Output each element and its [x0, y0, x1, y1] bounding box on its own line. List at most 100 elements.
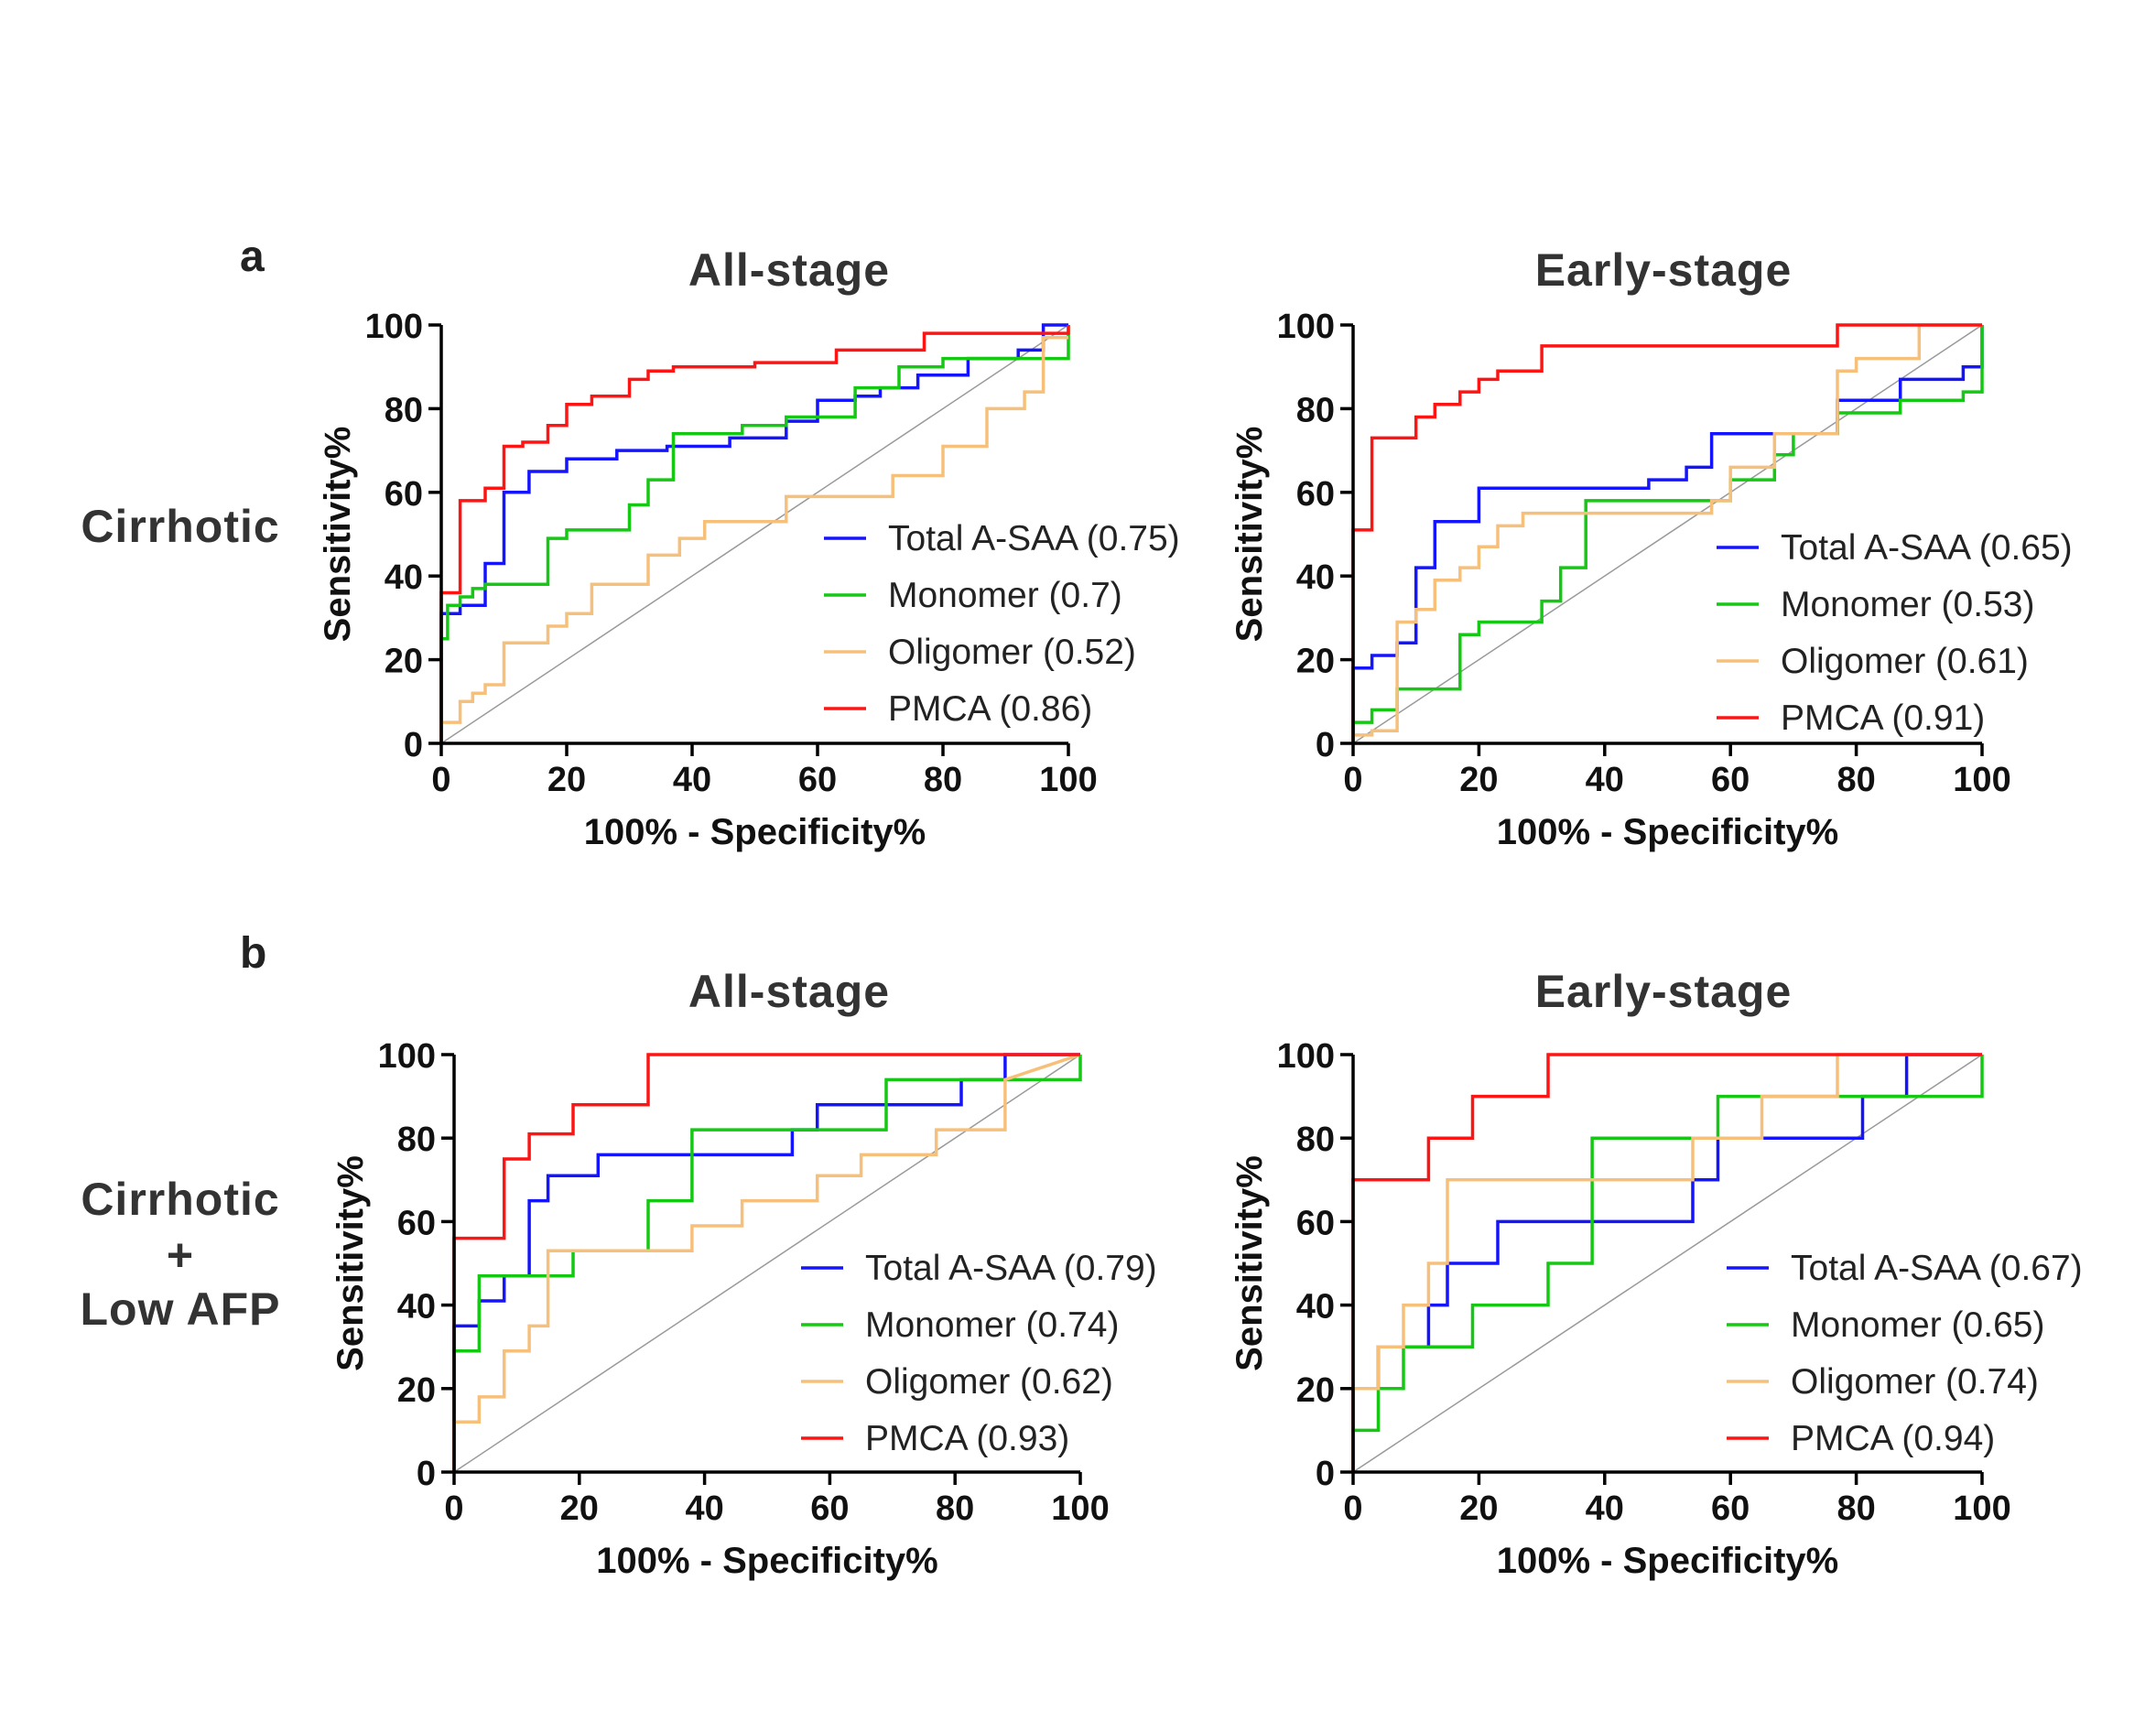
- x-tick-label: 100: [1953, 1489, 2010, 1528]
- legend-label-pmca: PMCA (0.91): [1781, 698, 1985, 738]
- x-axis-label: 100% - Specificity%: [1497, 812, 1839, 852]
- reference-diagonal: [1352, 324, 1983, 744]
- legend-label-oligomer: Oligomer (0.61): [1781, 642, 2029, 681]
- x-tick-label: 40: [1586, 761, 1624, 799]
- legend-label-total-a-saa: Total A-SAA (0.65): [1781, 528, 2073, 568]
- x-tick-label: 0: [444, 1489, 463, 1528]
- x-tick-label: 60: [1711, 1489, 1750, 1528]
- legend-label-total-a-saa: Total A-SAA (0.67): [1791, 1249, 2083, 1288]
- roc-line-total-a-saa: [439, 323, 1068, 743]
- x-tick-label: 0: [1343, 1489, 1362, 1528]
- x-tick-label: 20: [1459, 761, 1498, 799]
- roc-line-pmca: [1351, 1053, 1982, 1472]
- y-axis-label: Sensitivity%: [330, 1155, 371, 1371]
- row-label-a: Cirrhotic: [81, 501, 279, 552]
- x-tick-label: 20: [547, 761, 586, 799]
- reference-diagonal: [1352, 1054, 1983, 1473]
- y-tick-label: 20: [1296, 643, 1335, 681]
- roc-chart-a-early-stage: Early-stage 0 20 40 60 80 100 0 20 40 60 80 100 100% …: [1230, 244, 2073, 852]
- charts-group: All-stage 0 20 40 60 80 100 0 20 40 60 80 100 100% - …: [318, 244, 2083, 1581]
- x-axis-label: 100% - Specificity%: [584, 812, 926, 852]
- roc-chart-b-all-stage: All-stage 0 20 40 60 80 100 0 20 40 60 80 100 100% - …: [330, 966, 1157, 1581]
- y-tick-label: 0: [404, 726, 423, 764]
- legend-label-monomer: Monomer (0.74): [865, 1305, 1119, 1345]
- roc-line-pmca: [1351, 323, 1982, 743]
- y-tick-label: 60: [1296, 475, 1335, 514]
- x-axis-label: 100% - Specificity%: [1497, 1541, 1839, 1581]
- legend-label-monomer: Monomer (0.7): [888, 576, 1122, 615]
- y-tick-label: 80: [1296, 1121, 1335, 1159]
- y-tick-label: 100: [378, 1037, 436, 1076]
- x-tick-label: 100: [1953, 761, 2010, 799]
- y-tick-label: 20: [385, 643, 423, 681]
- x-tick-label: 60: [1711, 761, 1750, 799]
- legend-label-total-a-saa: Total A-SAA (0.79): [865, 1249, 1157, 1288]
- roc-line-pmca: [452, 1053, 1080, 1472]
- x-tick-label: 20: [1459, 1489, 1498, 1528]
- x-tick-label: 100: [1051, 1489, 1109, 1528]
- x-tick-label: 0: [431, 761, 450, 799]
- roc-line-monomer: [452, 1055, 1082, 1472]
- roc-chart-b-early-stage: Early-stage 0 20 40 60 80 100 0 20 40 60 80 100 100% …: [1230, 966, 2083, 1581]
- roc-line-monomer: [1351, 1055, 1984, 1472]
- roc-line-pmca: [439, 325, 1070, 743]
- y-axis-label: Sensitivity%: [1230, 1155, 1270, 1371]
- x-tick-label: 100: [1039, 761, 1097, 799]
- y-tick-label: 40: [385, 558, 423, 597]
- roc-line-oligomer: [439, 335, 1068, 743]
- row-label-b-line1: Cirrhotic: [81, 1174, 279, 1225]
- y-tick-label: 0: [417, 1455, 436, 1493]
- chart-title: Early-stage: [1535, 966, 1793, 1017]
- x-axis-label: 100% - Specificity%: [596, 1541, 938, 1581]
- roc-line-oligomer: [1351, 1053, 1982, 1472]
- panel-letter-b: b: [240, 929, 266, 978]
- row-label-b-line3: Low AFP: [80, 1283, 280, 1335]
- legend-label-total-a-saa: Total A-SAA (0.75): [888, 519, 1180, 558]
- x-tick-label: 80: [924, 761, 962, 799]
- x-tick-label: 60: [798, 761, 837, 799]
- y-tick-label: 60: [385, 475, 423, 514]
- x-tick-label: 20: [560, 1489, 599, 1528]
- x-tick-label: 60: [810, 1489, 849, 1528]
- x-tick-label: 40: [1586, 1489, 1624, 1528]
- y-tick-label: 60: [397, 1204, 436, 1242]
- y-axis-label: Sensitivity%: [1230, 427, 1270, 643]
- y-tick-label: 0: [1316, 726, 1335, 764]
- y-tick-label: 40: [397, 1288, 436, 1327]
- x-tick-label: 40: [685, 1489, 723, 1528]
- y-tick-label: 0: [1316, 1455, 1335, 1493]
- y-tick-label: 20: [1296, 1371, 1335, 1410]
- x-tick-label: 80: [1836, 1489, 1875, 1528]
- y-tick-label: 40: [1296, 558, 1335, 597]
- x-tick-label: 80: [1836, 761, 1875, 799]
- legend-label-monomer: Monomer (0.53): [1781, 585, 2034, 624]
- y-tick-label: 60: [1296, 1204, 1335, 1242]
- panel-letter-a: a: [240, 233, 265, 281]
- legend-label-pmca: PMCA (0.86): [888, 689, 1092, 729]
- y-tick-label: 100: [365, 308, 423, 346]
- roc-line-oligomer: [452, 1053, 1081, 1472]
- legend-label-oligomer: Oligomer (0.74): [1791, 1362, 2039, 1402]
- legend-label-oligomer: Oligomer (0.62): [865, 1362, 1113, 1402]
- chart-title: All-stage: [688, 966, 890, 1017]
- roc-chart-a-all-stage: All-stage 0 20 40 60 80 100 0 20 40 60 80 100 100% - …: [318, 244, 1180, 852]
- y-tick-label: 100: [1277, 1037, 1335, 1076]
- reference-diagonal: [453, 1054, 1081, 1473]
- legend-label-pmca: PMCA (0.93): [865, 1419, 1069, 1458]
- x-tick-label: 40: [673, 761, 711, 799]
- roc-line-monomer: [439, 325, 1070, 743]
- legend-label-monomer: Monomer (0.65): [1791, 1305, 2044, 1345]
- chart-title: Early-stage: [1535, 244, 1793, 296]
- roc-line-oligomer: [1351, 323, 1982, 743]
- y-axis-label: Sensitivity%: [318, 427, 358, 643]
- x-tick-label: 0: [1343, 761, 1362, 799]
- roc-line-total-a-saa: [452, 1053, 1080, 1472]
- y-tick-label: 40: [1296, 1288, 1335, 1327]
- x-tick-label: 80: [936, 1489, 974, 1528]
- row-label-b-line2: +: [167, 1229, 194, 1281]
- y-tick-label: 100: [1277, 308, 1335, 346]
- chart-title: All-stage: [688, 244, 890, 296]
- y-tick-label: 80: [385, 391, 423, 429]
- y-tick-label: 20: [397, 1371, 436, 1410]
